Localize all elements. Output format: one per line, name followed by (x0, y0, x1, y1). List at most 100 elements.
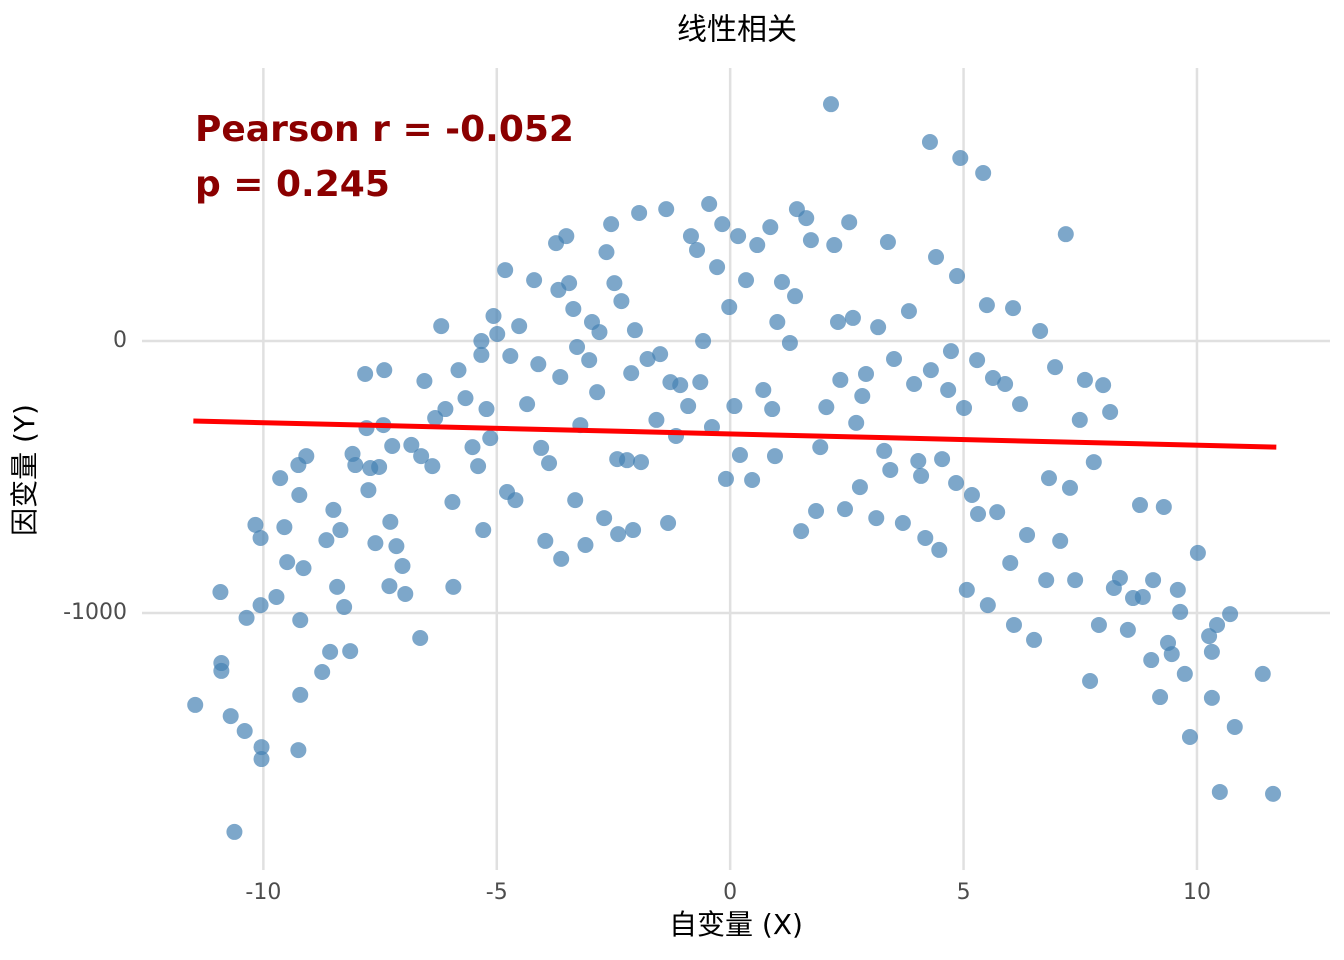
x-tick-label: 10 (1183, 880, 1211, 905)
scatter-point (1189, 544, 1206, 561)
scatter-point (822, 96, 839, 113)
scatter-point (606, 275, 623, 292)
scatter-point (252, 597, 269, 614)
scatter-point (769, 314, 786, 331)
scatter-point (357, 365, 374, 382)
scatter-point (497, 262, 514, 279)
scatter-point (222, 708, 239, 725)
scatter-point (631, 204, 648, 221)
scatter-point (541, 455, 558, 472)
x-tick-label: 5 (957, 880, 971, 905)
scatter-point (979, 597, 996, 614)
scatter-point (416, 373, 433, 390)
scatter-point (577, 537, 594, 554)
scatter-point (569, 339, 586, 356)
annotation: p = 0.245 (195, 164, 390, 205)
scatter-point (403, 436, 420, 453)
scatter-point (537, 532, 554, 549)
scatter-point (1005, 616, 1022, 633)
scatter-point (591, 324, 608, 341)
scatter-point (906, 376, 923, 393)
scatter-point (633, 454, 650, 471)
scatter-point (917, 529, 934, 546)
scatter-point (247, 516, 264, 533)
scatter-point (272, 470, 289, 487)
scatter-point (1026, 631, 1043, 648)
scatter-point (709, 259, 726, 276)
scatter-point (187, 696, 204, 713)
scatter-point (942, 343, 959, 360)
scatter-point (730, 228, 747, 245)
scatter-point (424, 458, 441, 475)
scatter-point (680, 398, 697, 415)
scatter-point (376, 362, 393, 379)
scatter-point (818, 399, 835, 416)
scatter-point (381, 578, 398, 595)
scatter-point (332, 522, 349, 539)
scatter-point (485, 308, 502, 325)
scatter-point (1095, 377, 1112, 394)
x-tick-label: 0 (723, 880, 737, 905)
scatter-point (1265, 785, 1282, 802)
scatter-point (1005, 300, 1022, 317)
scatter-point (565, 300, 582, 317)
scatter-point (1067, 572, 1084, 589)
scatter-point (1071, 411, 1088, 428)
scatter-point (689, 241, 706, 258)
scatter-point (252, 529, 269, 546)
scatter-point (1155, 498, 1172, 515)
scatter-point (652, 346, 669, 363)
scatter-point (984, 370, 1001, 387)
scatter-point (397, 585, 414, 602)
x-tick-label: -5 (486, 880, 508, 905)
scatter-point (1085, 454, 1102, 471)
scatter-point (1052, 532, 1069, 549)
scatter-point (322, 643, 339, 660)
scatter-point (1222, 606, 1239, 623)
scatter-point (213, 662, 230, 679)
scatter-point (1119, 621, 1136, 638)
scatter-point (489, 325, 506, 342)
scatter-point (526, 272, 543, 289)
scatter-point (360, 482, 377, 499)
scatter-point (347, 457, 364, 474)
scatter-point (478, 401, 495, 418)
scatter-point (648, 411, 665, 428)
scatter-point (726, 398, 743, 415)
scatter-point (1201, 628, 1218, 645)
scatter-point (1032, 322, 1049, 339)
scatter-point (658, 201, 675, 218)
scatter-point (1061, 479, 1078, 496)
scatter-point (714, 216, 731, 233)
scatter-point (1143, 652, 1160, 669)
x-axis-label: 自变量 (X) (669, 908, 803, 941)
scatter-point (928, 249, 945, 266)
scatter-point (1132, 497, 1149, 514)
scatter-point (841, 214, 858, 231)
scatter-point (238, 609, 255, 626)
scatter-point (253, 739, 270, 756)
scatter-point (561, 275, 578, 292)
scatter-point (367, 535, 384, 552)
scatter-point (298, 448, 315, 465)
scatter-point (836, 501, 853, 518)
scatter-point (295, 560, 312, 577)
scatter-point (596, 510, 613, 527)
scatter-point (738, 272, 755, 289)
scatter-point (533, 439, 550, 456)
scatter-point (848, 414, 865, 431)
scatter-point (894, 514, 911, 531)
scatter-point (798, 210, 815, 227)
scatter-point (553, 550, 570, 567)
scatter-point (325, 501, 342, 518)
scatter-point (384, 438, 401, 455)
scatter-point (475, 522, 492, 539)
scatter-point (626, 322, 643, 339)
scatter-point (958, 581, 975, 598)
scatter-point (519, 396, 536, 413)
annotation: Pearson r = -0.052 (195, 109, 574, 150)
scatter-point (934, 451, 951, 468)
scatter-point (558, 228, 575, 245)
scatter-point (336, 599, 353, 616)
scatter-point (329, 578, 346, 595)
